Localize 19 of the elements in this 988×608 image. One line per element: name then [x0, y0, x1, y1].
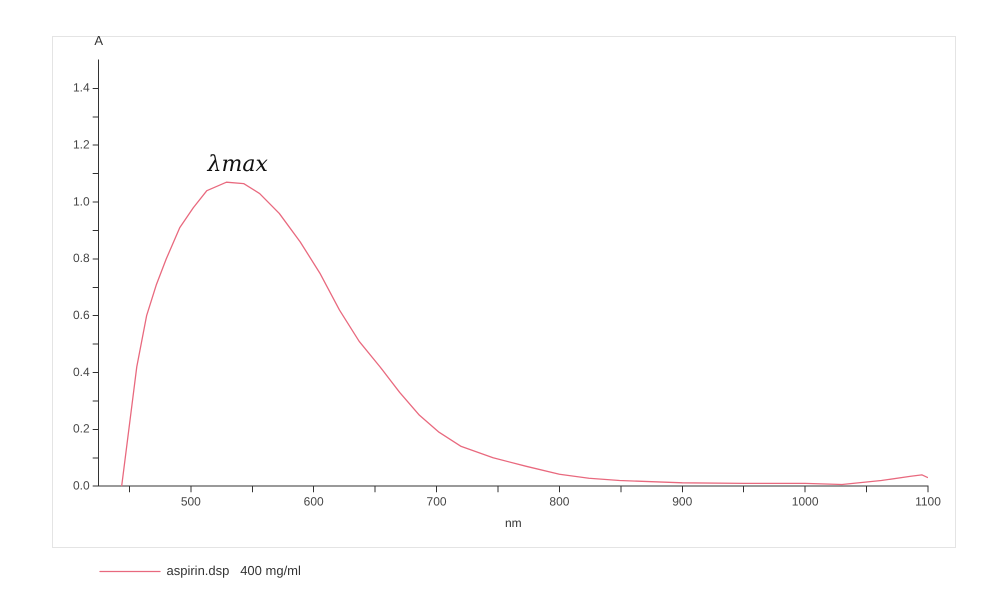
x-tick-label: 500 — [180, 494, 202, 509]
x-tick-label: 1000 — [792, 494, 819, 509]
y-tick-label: 0.8 — [72, 251, 90, 266]
y-tick-label: 0.4 — [72, 364, 90, 379]
x-axis-title: nm — [505, 516, 522, 530]
y-tick-label: 0.2 — [72, 422, 90, 436]
y-axis-title: A — [94, 33, 104, 48]
x-tick-label: 800 — [549, 494, 570, 509]
legend-label: aspirin.dsp 400 mg/ml — [166, 563, 302, 578]
x-tick-label: 900 — [672, 494, 693, 509]
y-tick-label: 1.2 — [72, 138, 90, 152]
x-tick-label: 600 — [304, 494, 324, 509]
y-tick-label: 1.4 — [72, 80, 90, 95]
y-tick-label: 0.0 — [72, 478, 90, 493]
x-tick-label: 1100 — [915, 494, 942, 509]
x-tick-label: 700 — [426, 494, 447, 509]
annotation: λmax — [206, 152, 268, 177]
y-tick-label: 0.6 — [72, 308, 90, 322]
y-tick-label: 1.0 — [72, 194, 90, 208]
